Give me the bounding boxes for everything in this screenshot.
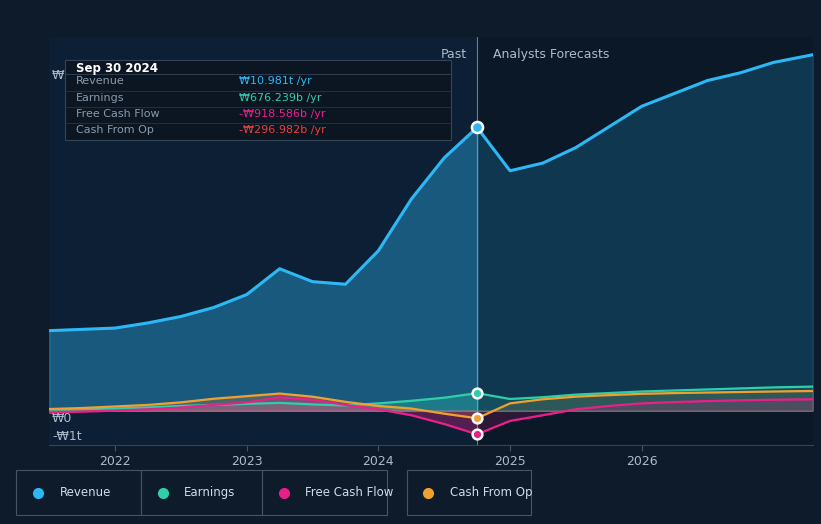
Text: ₩676.239b /yr: ₩676.239b /yr (239, 93, 321, 103)
Text: Analysts Forecasts: Analysts Forecasts (493, 48, 609, 61)
FancyBboxPatch shape (141, 470, 265, 515)
FancyBboxPatch shape (407, 470, 531, 515)
Text: Cash From Op: Cash From Op (450, 486, 533, 499)
FancyBboxPatch shape (262, 470, 387, 515)
Text: Sep 30 2024: Sep 30 2024 (76, 62, 158, 75)
Text: -₩1t: -₩1t (52, 430, 81, 443)
Text: ₩0: ₩0 (52, 412, 72, 425)
Text: Past: Past (440, 48, 466, 61)
Text: Revenue: Revenue (76, 76, 124, 86)
Text: Free Cash Flow: Free Cash Flow (76, 109, 159, 119)
Text: -₩918.586b /yr: -₩918.586b /yr (239, 109, 325, 119)
Text: Cash From Op: Cash From Op (76, 125, 154, 135)
Text: Earnings: Earnings (76, 93, 124, 103)
FancyBboxPatch shape (65, 60, 451, 140)
Text: ₩10.981t /yr: ₩10.981t /yr (239, 76, 311, 86)
Text: Revenue: Revenue (59, 486, 111, 499)
FancyBboxPatch shape (16, 470, 141, 515)
Text: Earnings: Earnings (184, 486, 236, 499)
Text: ₩13t: ₩13t (52, 69, 85, 82)
Bar (477, 37, 813, 445)
Text: -₩296.982b /yr: -₩296.982b /yr (239, 125, 325, 135)
Text: Free Cash Flow: Free Cash Flow (305, 486, 393, 499)
